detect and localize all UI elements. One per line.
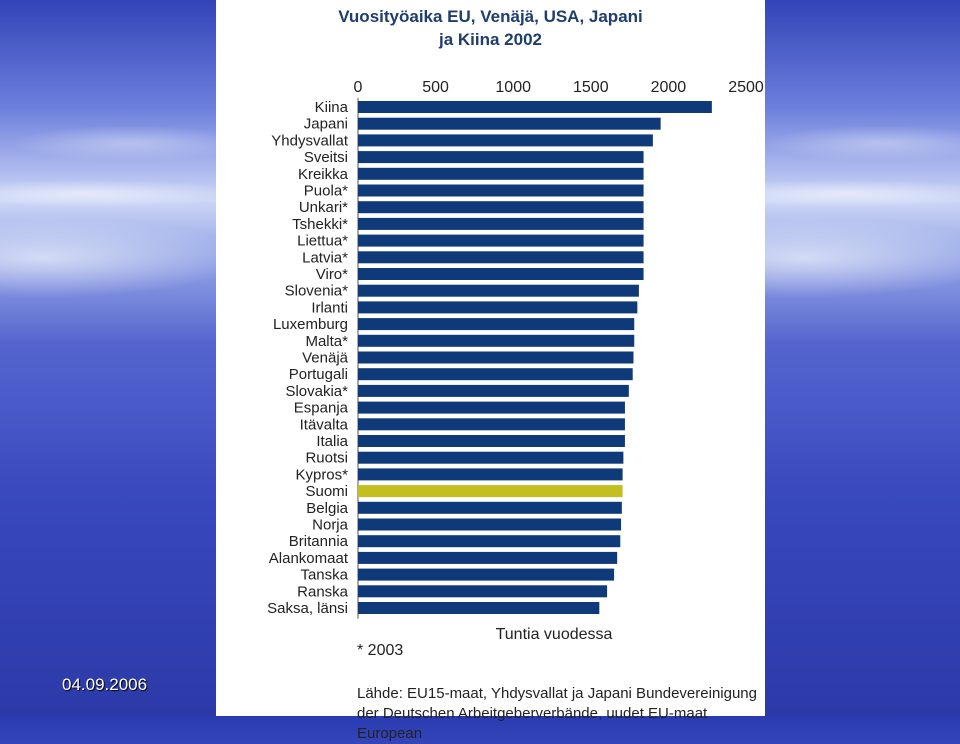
x-tick-label: 2500 (728, 79, 764, 96)
bar (358, 518, 622, 531)
x-tick-label: 0 (354, 79, 363, 96)
category-label: Kreikka (298, 166, 349, 183)
category-label: Itävalta (300, 416, 349, 433)
category-label: Slovakia* (285, 383, 348, 400)
x-tick-label: 1500 (573, 79, 609, 96)
category-label: Irlanti (311, 299, 348, 316)
category-label: Sveitsi (304, 149, 348, 166)
bar (358, 117, 661, 130)
bar (358, 351, 634, 364)
category-label: Ranska (297, 583, 349, 600)
bar (358, 334, 635, 347)
category-label: Unkari* (299, 199, 348, 216)
category-label: Yhdysvallat (271, 132, 349, 149)
x-axis-label: Tuntia vuodessa (496, 626, 613, 643)
category-label: Belgia (306, 500, 348, 517)
category-label: Saksa, länsi (267, 600, 348, 617)
bar (358, 585, 608, 598)
bar (358, 501, 622, 514)
background-left (0, 0, 216, 716)
category-label: Tanska (300, 567, 348, 584)
background-right (765, 0, 960, 716)
chart-title-line2: ja Kiina 2002 (438, 30, 542, 49)
category-label: Venäjä (302, 350, 349, 367)
x-tick-label: 500 (422, 79, 449, 96)
bar (358, 217, 644, 230)
category-label: Liettua* (297, 233, 348, 250)
bar (358, 184, 644, 197)
bar (358, 251, 644, 264)
chart-panel: Vuosityöaika EU, Venäjä, USA, Japani ja … (216, 0, 765, 742)
bar (358, 401, 625, 414)
bar (358, 451, 624, 464)
bar (358, 134, 653, 147)
slide-date: 04.09.2006 (62, 675, 148, 694)
bar (358, 167, 644, 180)
category-label: Puola* (304, 183, 348, 200)
bar (358, 384, 629, 397)
category-label: Kypros* (295, 466, 348, 483)
category-label: Viro* (316, 266, 348, 283)
bar (358, 151, 644, 164)
category-label: Suomi (305, 483, 348, 500)
category-label: Portugali (289, 366, 348, 383)
category-label: Kiina (315, 99, 349, 116)
bar (358, 368, 633, 381)
chart-source: Lähde: EU15-maat, Yhdysvallat ja Japani … (357, 685, 757, 742)
category-label: Espanja (294, 400, 349, 417)
bar (358, 551, 618, 564)
bar (358, 201, 644, 214)
bar (358, 602, 600, 614)
x-tick-label: 2000 (651, 79, 687, 96)
category-label: Alankomaat (269, 550, 349, 567)
chart-title-line1: Vuosityöaika EU, Venäjä, USA, Japani (338, 7, 643, 26)
category-label: Slovenia* (285, 283, 349, 300)
category-label: Luxemburg (273, 316, 348, 333)
category-label: Italia (316, 433, 348, 450)
bar (358, 284, 639, 297)
category-label: Tshekki* (292, 216, 348, 233)
bar (358, 101, 712, 113)
bar (358, 468, 623, 481)
bar (358, 485, 623, 498)
bar (358, 435, 625, 447)
bar (358, 535, 621, 548)
category-label: Ruotsi (305, 450, 348, 467)
x-tick-label: 1000 (495, 79, 531, 96)
bar (358, 234, 644, 247)
bar (358, 568, 615, 581)
bar (358, 418, 625, 431)
category-label: Latvia* (302, 249, 348, 266)
bar (358, 301, 638, 314)
chart-footnote: * 2003 (357, 642, 404, 659)
category-label: Japani (304, 116, 348, 133)
category-label: Malta* (305, 333, 348, 350)
bar (358, 268, 644, 280)
bar-chart: 0 500 1000 1500 2000 2500 KiinaJapaniYhdysvall… (267, 79, 764, 643)
bar (358, 318, 635, 331)
category-label: Britannia (289, 533, 349, 550)
category-label: Norja (312, 517, 349, 534)
